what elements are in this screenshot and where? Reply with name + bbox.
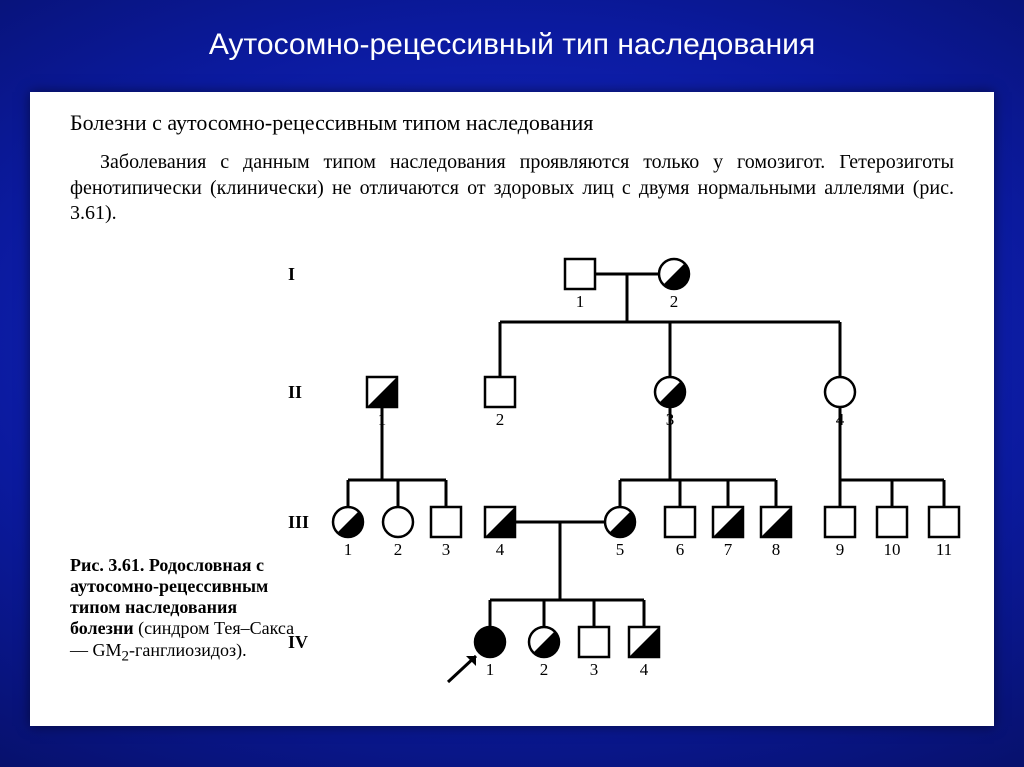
svg-text:2: 2 [540, 660, 549, 679]
svg-text:8: 8 [772, 540, 781, 559]
caption-end: -ганглиозидоз). [129, 640, 247, 660]
svg-text:6: 6 [676, 540, 685, 559]
svg-text:9: 9 [836, 540, 845, 559]
caption-sub: 2 [122, 648, 130, 664]
svg-text:1: 1 [486, 660, 495, 679]
content-card: Болезни с аутосомно-рецессивным типом на… [30, 92, 994, 726]
svg-text:4: 4 [496, 540, 505, 559]
svg-text:I: I [288, 264, 295, 284]
svg-text:2: 2 [496, 410, 505, 429]
card-inner: Болезни с аутосомно-рецессивным типом на… [70, 110, 954, 714]
svg-text:1: 1 [378, 410, 387, 429]
svg-text:3: 3 [666, 410, 675, 429]
figure-caption: Рис. 3.61. Родословная с аутосомно-рецес… [70, 555, 300, 666]
svg-text:11: 11 [936, 540, 952, 559]
svg-text:10: 10 [884, 540, 901, 559]
svg-text:5: 5 [616, 540, 625, 559]
svg-text:2: 2 [670, 292, 679, 311]
paragraph: Заболевания с данным типом наследования … [70, 150, 954, 227]
svg-text:4: 4 [836, 410, 845, 429]
svg-text:3: 3 [590, 660, 599, 679]
svg-text:1: 1 [576, 292, 585, 311]
svg-text:2: 2 [394, 540, 403, 559]
svg-text:III: III [288, 512, 309, 532]
section-heading: Болезни с аутосомно-рецессивным типом на… [70, 110, 954, 136]
svg-text:3: 3 [442, 540, 451, 559]
slide-title: Аутосомно-рецессивный тип наследования [0, 28, 1024, 62]
svg-text:IV: IV [288, 632, 308, 652]
svg-text:4: 4 [640, 660, 649, 679]
svg-text:II: II [288, 382, 302, 402]
svg-text:7: 7 [724, 540, 733, 559]
pedigree-diagram: I 1 2 II 1 2 3 4 III 1 2 3 4 5 6 7 8 9 10 11 IV 1 2 3 4 [280, 242, 1000, 712]
svg-text:1: 1 [344, 540, 353, 559]
